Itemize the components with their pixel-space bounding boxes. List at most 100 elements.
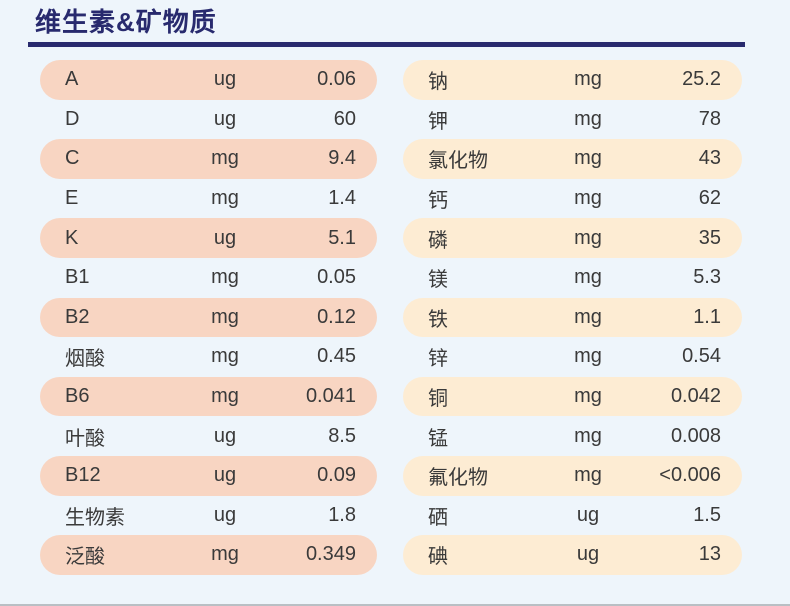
nutrient-name: C	[65, 147, 80, 170]
nutrient-unit: mg	[211, 345, 239, 368]
nutrient-name: 氯化物	[428, 150, 488, 173]
nutrient-value: 60	[333, 107, 356, 130]
nutrient-unit: ug	[213, 68, 237, 91]
table-row: 氯化物 mg 43	[403, 139, 742, 179]
nutrient-value: 25.2	[682, 68, 721, 91]
table-row: 铁 mg 1.1	[403, 297, 742, 338]
nutrient-unit: mg	[574, 68, 602, 91]
nutrient-unit: mg	[211, 385, 239, 408]
table-row: 泛酸 mg 0.349	[40, 535, 377, 575]
nutrient-unit: mg	[574, 226, 602, 249]
nutrient-name: 硒	[428, 506, 448, 529]
nutrient-name: 铜	[428, 388, 448, 411]
nutrient-name: 钠	[428, 71, 448, 94]
nutrient-value: 0.09	[317, 464, 356, 487]
nutrient-name: 磷	[428, 229, 448, 252]
nutrient-unit: mg	[211, 187, 239, 210]
nutrient-name: A	[65, 68, 79, 91]
table-row: 叶酸 ug 8.5	[40, 416, 377, 456]
table-row: B1 mg 0.05	[40, 258, 377, 298]
nutrient-unit: mg	[211, 543, 239, 566]
nutrient-unit: mg	[574, 305, 602, 328]
nutrient-name: 镁	[428, 269, 448, 292]
nutrient-name: 钾	[428, 110, 448, 133]
nutrient-unit: ug	[213, 226, 237, 249]
nutrient-name: 锌	[428, 348, 448, 371]
nutrient-unit: ug	[213, 464, 237, 487]
table-row: 钙 mg 62	[403, 179, 742, 219]
nutrient-value: 13	[698, 543, 721, 566]
nutrient-name: 叶酸	[65, 427, 105, 450]
nutrient-unit: mg	[574, 147, 602, 170]
nutrient-unit: mg	[574, 187, 602, 210]
nutrient-unit: mg	[574, 107, 602, 130]
table-row: 氟化物 mg <0.006	[403, 455, 742, 496]
nutrient-name: 烟酸	[65, 348, 105, 371]
nutrient-unit: mg	[574, 385, 602, 408]
nutrient-value: 1.1	[693, 305, 721, 328]
nutrient-name: D	[65, 107, 80, 130]
nutrient-name: 铁	[428, 308, 448, 331]
nutrient-unit: ug	[213, 503, 237, 526]
table-row: 钠 mg 25.2	[403, 60, 742, 100]
nutrient-value: 62	[698, 187, 721, 210]
nutrient-unit: ug	[213, 424, 237, 447]
nutrient-value: 78	[698, 107, 721, 130]
nutrient-name: K	[65, 226, 79, 249]
table-row: B2 mg 0.12	[40, 297, 377, 338]
table-row: 铜 mg 0.042	[403, 376, 742, 417]
minerals-table: 钠 mg 25.2 钾 mg 78 氯化物 mg 43 钙 mg 62 磷 mg 35 镁 mg 5.3 铁 mg 1.…	[403, 60, 742, 575]
nutrient-name: B1	[65, 266, 90, 289]
title-underline	[28, 42, 745, 47]
nutrient-value: 0.54	[682, 345, 721, 368]
table-row: 锌 mg 0.54	[403, 337, 742, 377]
nutrient-value: 5.1	[328, 226, 356, 249]
nutrient-name: E	[65, 187, 79, 210]
nutrient-value: 9.4	[328, 147, 356, 170]
nutrient-name: B2	[65, 305, 90, 328]
nutrient-name: B6	[65, 385, 90, 408]
nutrient-unit: mg	[574, 345, 602, 368]
nutrient-value: 1.8	[328, 503, 356, 526]
nutrient-unit: ug	[576, 503, 600, 526]
nutrient-name: 氟化物	[428, 467, 488, 490]
nutrient-value: 0.05	[317, 266, 356, 289]
nutrient-value: 0.041	[305, 385, 356, 408]
nutrient-name: B12	[65, 464, 101, 487]
table-row: 硒 ug 1.5	[403, 496, 742, 536]
nutrient-unit: mg	[574, 464, 602, 487]
nutrient-name: 碘	[428, 546, 448, 569]
nutrient-unit: ug	[576, 543, 600, 566]
nutrient-value: 5.3	[693, 266, 721, 289]
table-row: 镁 mg 5.3	[403, 258, 742, 298]
nutrient-value: 1.4	[328, 187, 356, 210]
table-row: 烟酸 mg 0.45	[40, 337, 377, 377]
table-row: 生物素 ug 1.8	[40, 496, 377, 536]
page-title: 维生素&矿物质	[35, 7, 217, 37]
nutrient-unit: mg	[211, 147, 239, 170]
nutrient-unit: ug	[213, 107, 237, 130]
nutrient-value: 8.5	[328, 424, 356, 447]
nutrient-name: 锰	[428, 427, 448, 450]
nutrient-value: 0.042	[670, 385, 721, 408]
table-row: B12 ug 0.09	[40, 455, 377, 496]
nutrient-unit: mg	[574, 266, 602, 289]
nutrient-value: <0.006	[659, 464, 721, 487]
table-row: 碘 ug 13	[403, 535, 742, 575]
table-row: 锰 mg 0.008	[403, 416, 742, 456]
nutrient-value: 0.12	[317, 305, 356, 328]
nutrient-value: 0.349	[305, 543, 356, 566]
nutrient-name: 钙	[428, 190, 448, 213]
table-row: 磷 mg 35	[403, 218, 742, 258]
nutrient-unit: mg	[574, 424, 602, 447]
nutrient-unit: mg	[211, 266, 239, 289]
nutrient-value: 35	[698, 226, 721, 249]
table-row: 钾 mg 78	[403, 100, 742, 140]
nutrient-value: 0.008	[670, 424, 721, 447]
